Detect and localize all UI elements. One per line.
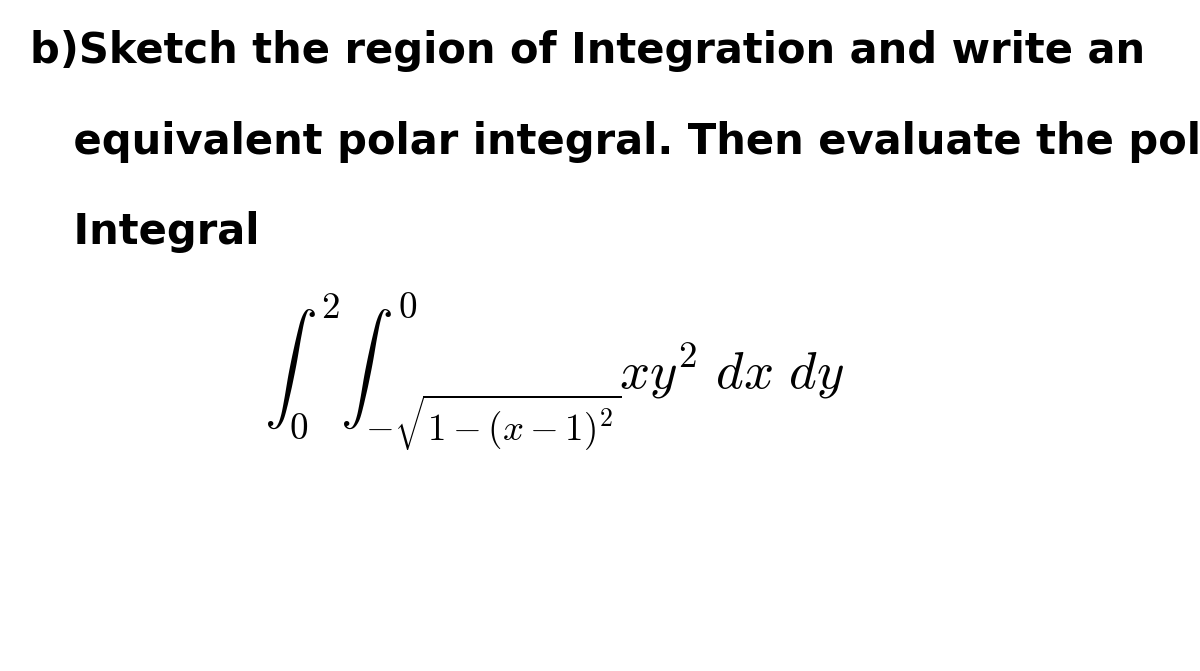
Text: $\int_{0}^{2}\int_{-\sqrt{1-(x-1)^{2}}}^{0} xy^{2}\ dx\ dy$: $\int_{0}^{2}\int_{-\sqrt{1-(x-1)^{2}}}^…: [264, 291, 844, 454]
Text: equivalent polar integral. Then evaluate the polar: equivalent polar integral. Then evaluate…: [30, 121, 1200, 163]
Text: Integral: Integral: [30, 211, 259, 254]
Text: b)Sketch the region of Integration and write an: b)Sketch the region of Integration and w…: [30, 30, 1145, 72]
